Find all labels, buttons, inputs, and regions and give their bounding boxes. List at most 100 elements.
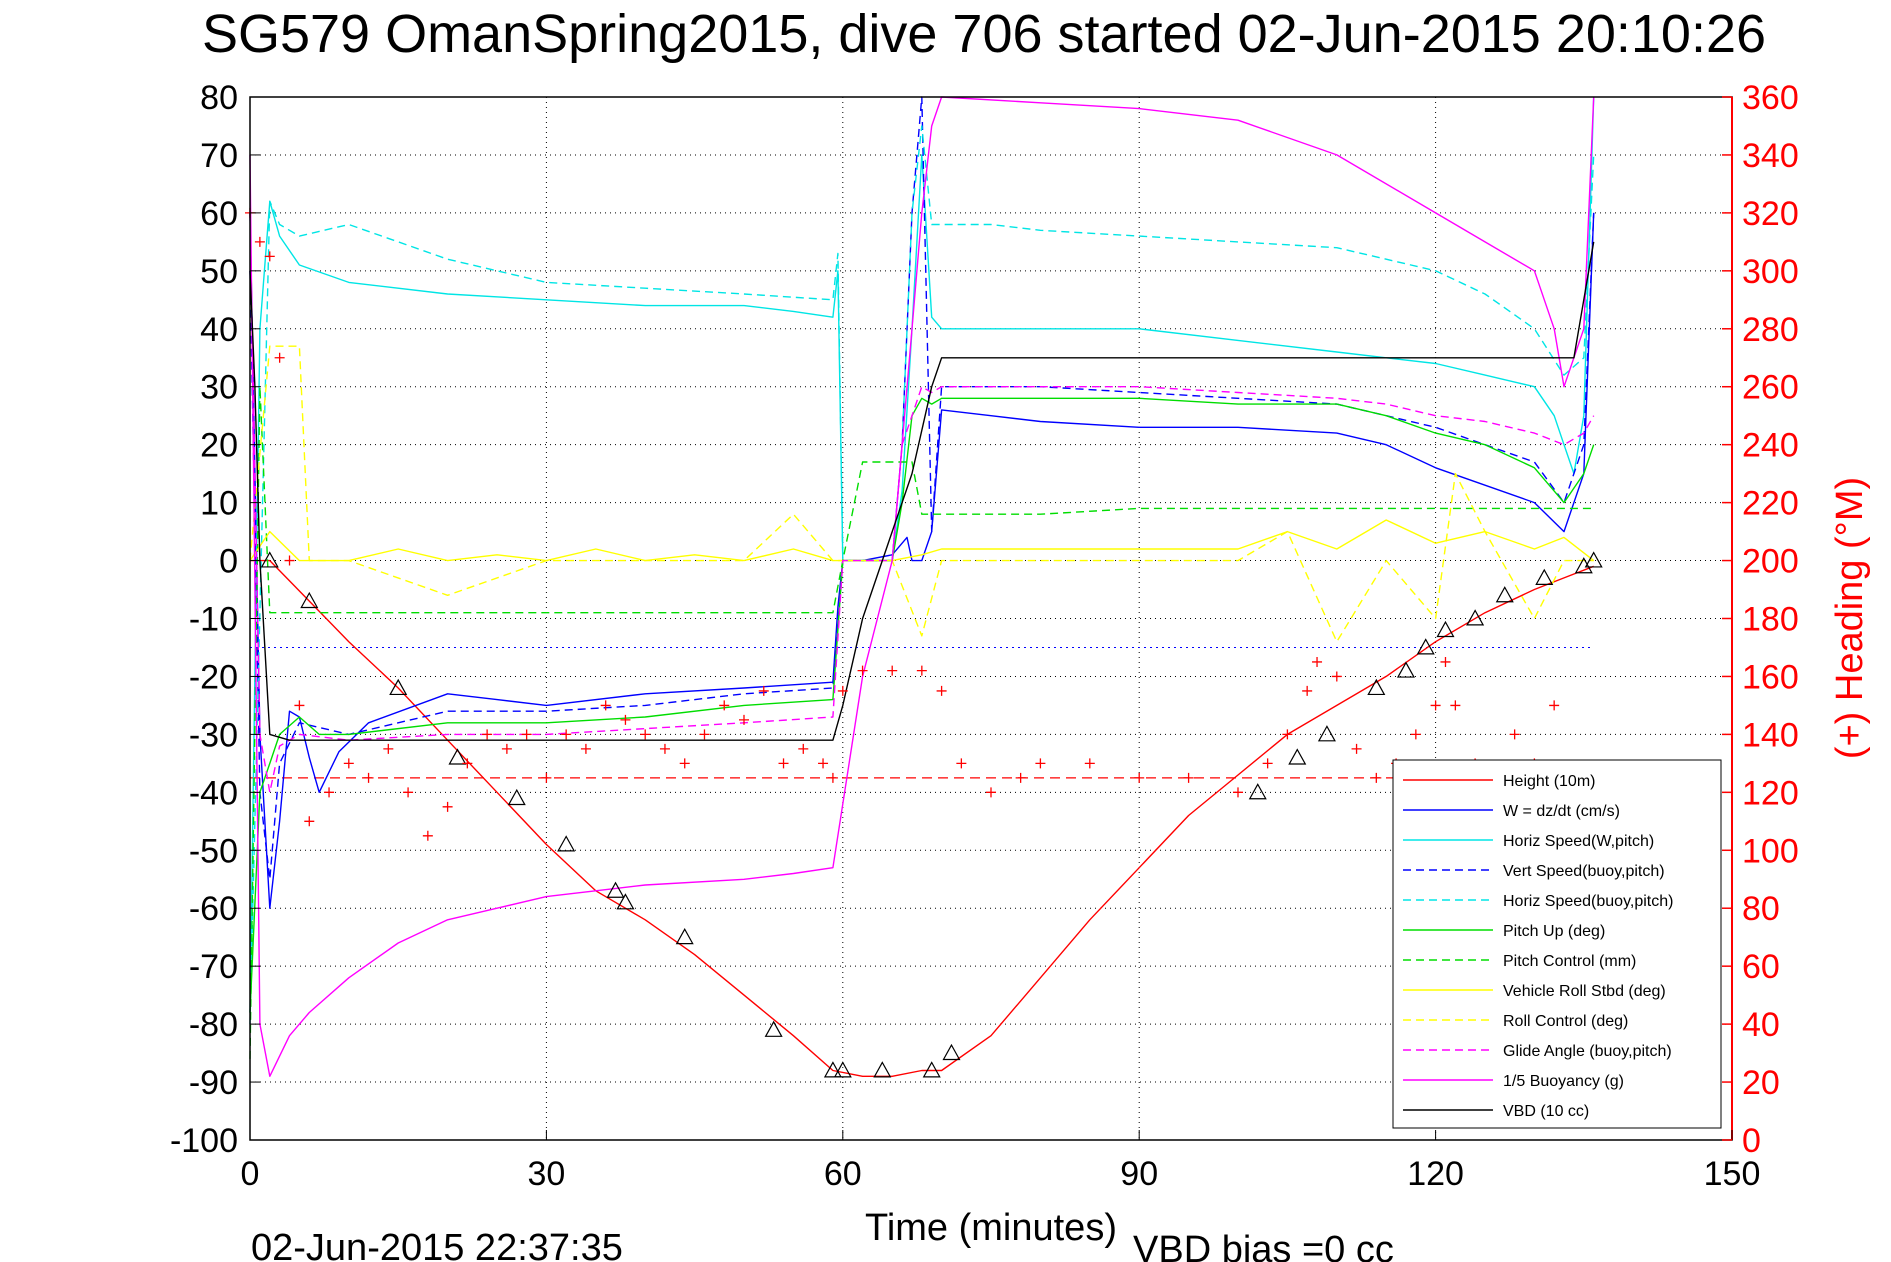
direction-marker: [833, 1061, 852, 1078]
heading-marker: [1509, 729, 1520, 740]
legend-label: Pitch Up (deg): [1503, 923, 1605, 940]
legend-label: Height (10m): [1503, 773, 1595, 790]
direction-marker: [1436, 620, 1455, 638]
footer-vbd-bias: VBD bias =0 cc: [1133, 1229, 1394, 1262]
direction-marker: [1317, 725, 1336, 742]
heading-marker: [294, 700, 305, 711]
heading-marker: [1282, 729, 1293, 740]
heading-marker: [482, 729, 493, 740]
y-tick-label: -20: [189, 658, 238, 696]
right-y-tick-label: 160: [1742, 658, 1799, 696]
right-y-tick-label: 360: [1742, 79, 1799, 117]
x-tick-label: 150: [1704, 1155, 1761, 1193]
right-y-tick-label: 200: [1742, 543, 1799, 581]
y-tick-label: 60: [200, 195, 238, 233]
right-y-tick-label: 80: [1742, 890, 1780, 928]
y-tick-label: 80: [200, 79, 238, 117]
heading-marker: [580, 743, 591, 754]
y-tick-label: -40: [189, 774, 238, 812]
x-tick-label: 120: [1407, 1155, 1464, 1193]
x-axis-label: Time (minutes): [865, 1207, 1117, 1249]
direction-marker: [1248, 783, 1267, 800]
heading-marker: [403, 787, 414, 798]
heading-marker: [1331, 671, 1342, 682]
right-y-tick-label: 140: [1742, 716, 1799, 754]
right-y-tick-label: 120: [1742, 774, 1799, 812]
direction-marker: [1367, 678, 1386, 696]
right-y-tick-label: 20: [1742, 1064, 1780, 1102]
right-y-tick-label: 0: [1742, 1122, 1761, 1160]
right-y-tick-label: 180: [1742, 601, 1799, 639]
direction-marker: [1288, 748, 1307, 765]
heading-marker: [1262, 758, 1273, 769]
y-tick-label: -80: [189, 1006, 238, 1044]
heading-marker: [1351, 743, 1362, 754]
heading-marker: [1015, 772, 1026, 783]
legend-label: VBD (10 cc): [1503, 1103, 1589, 1120]
right-y-tick-label: 300: [1742, 253, 1799, 291]
direction-marker: [922, 1061, 941, 1078]
series-line-horiz-speed-buoy-pitch: [249, 125, 1595, 1025]
series-line-1-5-buoyancy-g: [249, 96, 1595, 1078]
direction-marker: [448, 748, 467, 765]
direction-marker: [675, 927, 694, 945]
x-tick-label: 90: [1120, 1155, 1158, 1193]
heading-marker: [758, 685, 769, 696]
heading-marker: [501, 743, 512, 754]
direction-marker: [1396, 661, 1415, 678]
y-tick-label: -10: [189, 601, 238, 639]
right-y-tick-label: 340: [1742, 137, 1799, 175]
right-y-tick-label: 220: [1742, 485, 1799, 523]
x-axis-ticks: 0 30 60 90 120 150: [241, 1130, 1761, 1193]
heading-marker: [541, 772, 552, 783]
direction-marker: [616, 893, 635, 910]
heading-marker: [818, 758, 829, 769]
right-y-tick-label: 240: [1742, 427, 1799, 465]
series-line-pitch-control-mm: [249, 386, 1594, 1059]
heading-marker: [986, 787, 996, 798]
x-tick-label: 30: [527, 1155, 565, 1193]
right-y-tick-label: 100: [1742, 832, 1799, 870]
y-axis-ticks: 80 70 60 50 40 30 20 10 0 -10 -20 -30 -40 -50 -60 -70 -8…: [170, 79, 260, 1160]
y-tick-label: -90: [189, 1064, 238, 1102]
direction-marker: [823, 1061, 842, 1078]
heading-marker: [1440, 656, 1451, 667]
heading-marker: [264, 251, 275, 262]
heading-marker: [274, 352, 285, 363]
heading-marker: [887, 665, 898, 676]
x-tick-label: 0: [241, 1155, 260, 1193]
heading-marker: [1035, 758, 1046, 769]
heading-marker: [1450, 700, 1461, 711]
series-line-glide-angle-buoy-pitch: [249, 212, 1595, 793]
direction-marker: [1466, 609, 1485, 626]
right-y-axis-label: (+) Heading (°M): [1829, 477, 1871, 759]
heading-marker: [1233, 787, 1243, 798]
heading-marker: [442, 801, 453, 812]
direction-marker: [1574, 557, 1593, 574]
heading-marker: [1183, 772, 1194, 783]
direction-marker: [300, 591, 319, 609]
heading-marker: [1302, 685, 1313, 696]
legend-label: Horiz Speed(W,pitch): [1503, 833, 1654, 850]
heading-marker: [521, 729, 532, 740]
right-y-tick-label: 320: [1742, 195, 1799, 233]
legend-label: Roll Control (deg): [1503, 1013, 1628, 1030]
heading-marker: [936, 685, 947, 696]
series-line-vbd-10-cc: [249, 241, 1595, 741]
heading-marker: [284, 555, 295, 566]
heading-marker: [343, 758, 354, 769]
legend-label: Vert Speed(buoy,pitch): [1503, 863, 1665, 880]
heading-marker: [254, 236, 265, 247]
legend-label: Vehicle Roll Stbd (deg): [1503, 983, 1666, 1000]
y-tick-label: 40: [200, 311, 238, 349]
heading-marker: [422, 830, 433, 841]
heading-marker: [837, 685, 848, 696]
direction-marker: [557, 835, 576, 852]
heading-markers: [245, 207, 1560, 841]
direction-marker: [1535, 568, 1554, 585]
heading-marker: [1430, 700, 1441, 711]
y-tick-label: -70: [189, 948, 238, 986]
heading-marker: [956, 758, 967, 769]
right-y-tick-label: 260: [1742, 369, 1799, 407]
heading-marker: [778, 758, 789, 769]
